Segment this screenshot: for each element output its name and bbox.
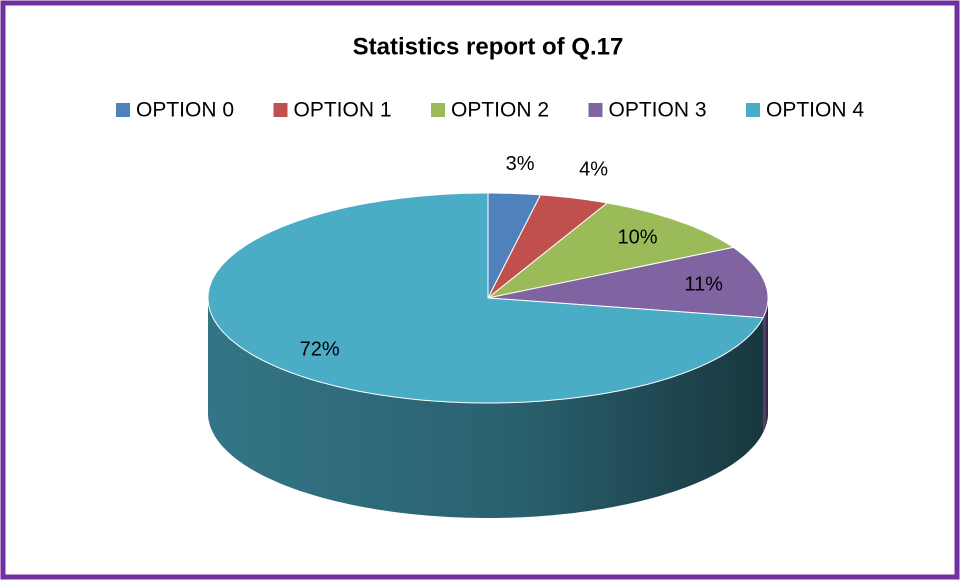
data-label: 3% [506, 153, 535, 175]
data-label: 72% [300, 338, 340, 360]
pie: 3% 4% 10% 11% 72% [207, 153, 769, 518]
data-label: 11% [684, 273, 723, 295]
legend-label: OPTION 0 [136, 99, 234, 122]
legend-label: OPTION 4 [766, 99, 864, 122]
legend-swatch [116, 103, 130, 117]
legend-label: OPTION 2 [451, 99, 549, 122]
legend-label: OPTION 3 [609, 99, 707, 122]
data-label: 10% [617, 227, 657, 249]
slice [487, 246, 769, 319]
legend-swatch [746, 103, 760, 117]
slice [487, 194, 608, 299]
legend-label: OPTION 1 [294, 99, 392, 122]
chart-title: Statistics report of Q.17 [353, 33, 624, 60]
slice [207, 192, 764, 404]
legend-swatch [273, 103, 288, 117]
legend-swatch [588, 103, 603, 117]
slice-side-shade [208, 298, 763, 518]
legend: OPTION 0 OPTION 1 OPTION 2 OPTION 3 OPTION 4 [116, 99, 864, 122]
data-label: 4% [579, 158, 608, 180]
slice-side-shade [763, 298, 768, 433]
legend-swatch [431, 103, 445, 117]
slice [487, 202, 734, 299]
